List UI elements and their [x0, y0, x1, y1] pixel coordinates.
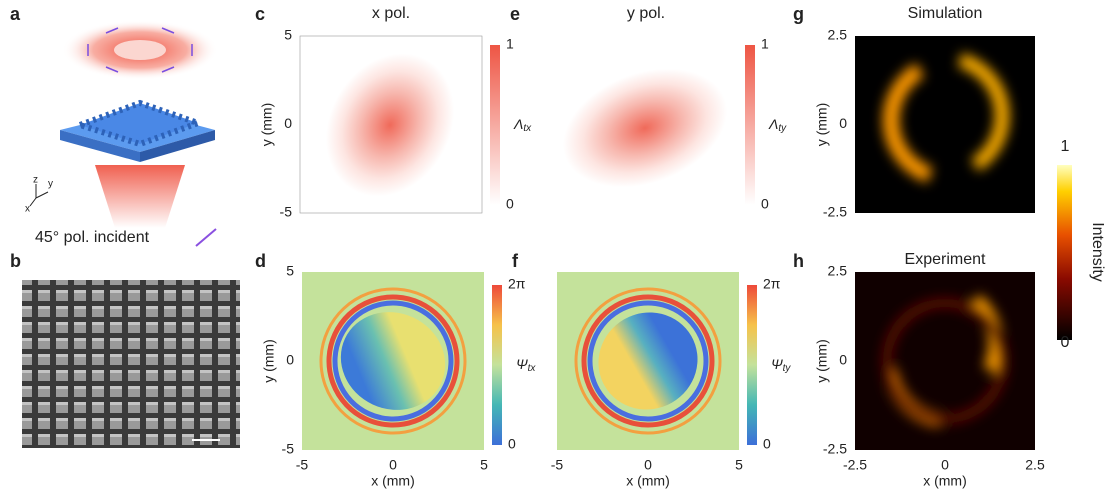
panel-title: y pol.: [627, 5, 665, 22]
y-tick-label: 0: [284, 115, 292, 131]
colorbar-tick: 2π: [508, 276, 526, 292]
colorbar-symbol: Λ: [513, 116, 523, 132]
y-tick-label: 0: [839, 352, 847, 368]
colorbar-label: Λty: [768, 116, 787, 134]
heatmaps: [299, 35, 1072, 450]
colorbar: [745, 45, 755, 205]
panel-label: b: [10, 251, 21, 271]
beam-core: [114, 40, 166, 60]
x-tick-label: 5: [735, 457, 743, 473]
x-tick-label: 0: [389, 457, 397, 473]
intensity-ring: [883, 53, 1010, 183]
colorbar-label: Ψtx: [516, 356, 536, 374]
axis-letter: x: [25, 204, 30, 215]
panel-label: a: [10, 4, 21, 24]
panel-label: d: [255, 251, 266, 271]
y-tick-label: -2.5: [823, 441, 847, 457]
colorbar-tick: 1: [761, 36, 769, 52]
colorbar-symbol: Λ: [768, 116, 778, 132]
illustration: [22, 20, 240, 448]
y-tick-label: -5: [282, 441, 295, 457]
colorbar-symbol: Ψ: [516, 356, 528, 372]
polarization-marks: [87, 27, 193, 73]
y-tick-label: -2.5: [823, 204, 847, 220]
colorbar-subscript: tx: [523, 123, 532, 134]
panel-label: f: [512, 251, 519, 271]
colorbar-tick: 0: [761, 196, 769, 212]
phase-pattern: [574, 287, 722, 435]
colorbar-subscript: tx: [528, 363, 537, 374]
colorbar-subscript: ty: [778, 123, 787, 134]
x-tick-label: 5: [480, 457, 488, 473]
metasurface-side: [140, 130, 215, 162]
amplitude-pattern: [325, 53, 455, 197]
y-axis-label: y (mm): [261, 339, 277, 383]
colorbar: [490, 45, 500, 205]
x-tick-label: -5: [551, 457, 564, 473]
x-axis-label: x (mm): [626, 473, 670, 489]
x-tick-label: -2.5: [843, 457, 867, 473]
axes-icon: [29, 184, 49, 207]
colorbar-tick: 0: [508, 436, 516, 452]
colorbar: [747, 285, 757, 445]
y-axis-label: y (mm): [259, 103, 275, 147]
pillars: [70, 99, 208, 148]
y-tick-label: 2.5: [828, 27, 848, 43]
panel-label: e: [510, 4, 520, 24]
sem-image: [22, 280, 240, 448]
panel-label: g: [793, 4, 804, 24]
colorbar-tick: 0: [506, 196, 514, 212]
caption: 45° pol. incident: [35, 229, 150, 246]
colorbar-subscript: ty: [783, 363, 792, 374]
x-tick-label: -5: [296, 457, 309, 473]
y-tick-label: 5: [284, 27, 292, 43]
colorbar-label: Ψty: [771, 356, 791, 374]
x-axis-label: x (mm): [371, 473, 415, 489]
colorbar-label: Intensity: [1089, 222, 1106, 282]
colorbar: [492, 285, 502, 445]
polarization-arrow: [195, 228, 217, 247]
y-tick-label: 5: [286, 263, 294, 279]
metasurface-side: [60, 130, 140, 162]
axis-letter: y: [48, 179, 53, 190]
amplitude-pattern: [562, 68, 728, 188]
y-axis-label: y (mm): [814, 103, 830, 147]
x-tick-label: 2.5: [1025, 457, 1045, 473]
y-tick-label: 0: [839, 115, 847, 131]
panel-label: c: [255, 4, 265, 24]
colorbar-tick: 1: [506, 36, 514, 52]
colorbar-label: Λtx: [513, 116, 532, 134]
colorbar-tick: 0: [1061, 334, 1070, 351]
x-tick-label: 0: [644, 457, 652, 473]
panel-title: x pol.: [372, 5, 410, 22]
panel-label: h: [793, 251, 804, 271]
phase-pattern: [319, 287, 467, 435]
colorbar-tick: 0: [763, 436, 771, 452]
colorbar-tick: 1: [1061, 138, 1070, 155]
x-axis-label: x (mm): [923, 473, 967, 489]
input-beam: [95, 165, 185, 228]
y-axis-label: y (mm): [814, 339, 830, 383]
panel-title: Simulation: [908, 5, 983, 22]
x-tick-label: 0: [941, 457, 949, 473]
colorbar-symbol: Ψ: [771, 356, 783, 372]
y-tick-label: 2.5: [828, 263, 848, 279]
y-tick-label: 0: [286, 352, 294, 368]
axis-letter: z: [33, 175, 38, 186]
colorbar: [1057, 165, 1072, 340]
panel-title: Experiment: [905, 251, 986, 268]
colorbar-tick: 2π: [763, 276, 781, 292]
y-tick-label: -5: [280, 204, 293, 220]
intensity-ring: [882, 294, 1008, 427]
